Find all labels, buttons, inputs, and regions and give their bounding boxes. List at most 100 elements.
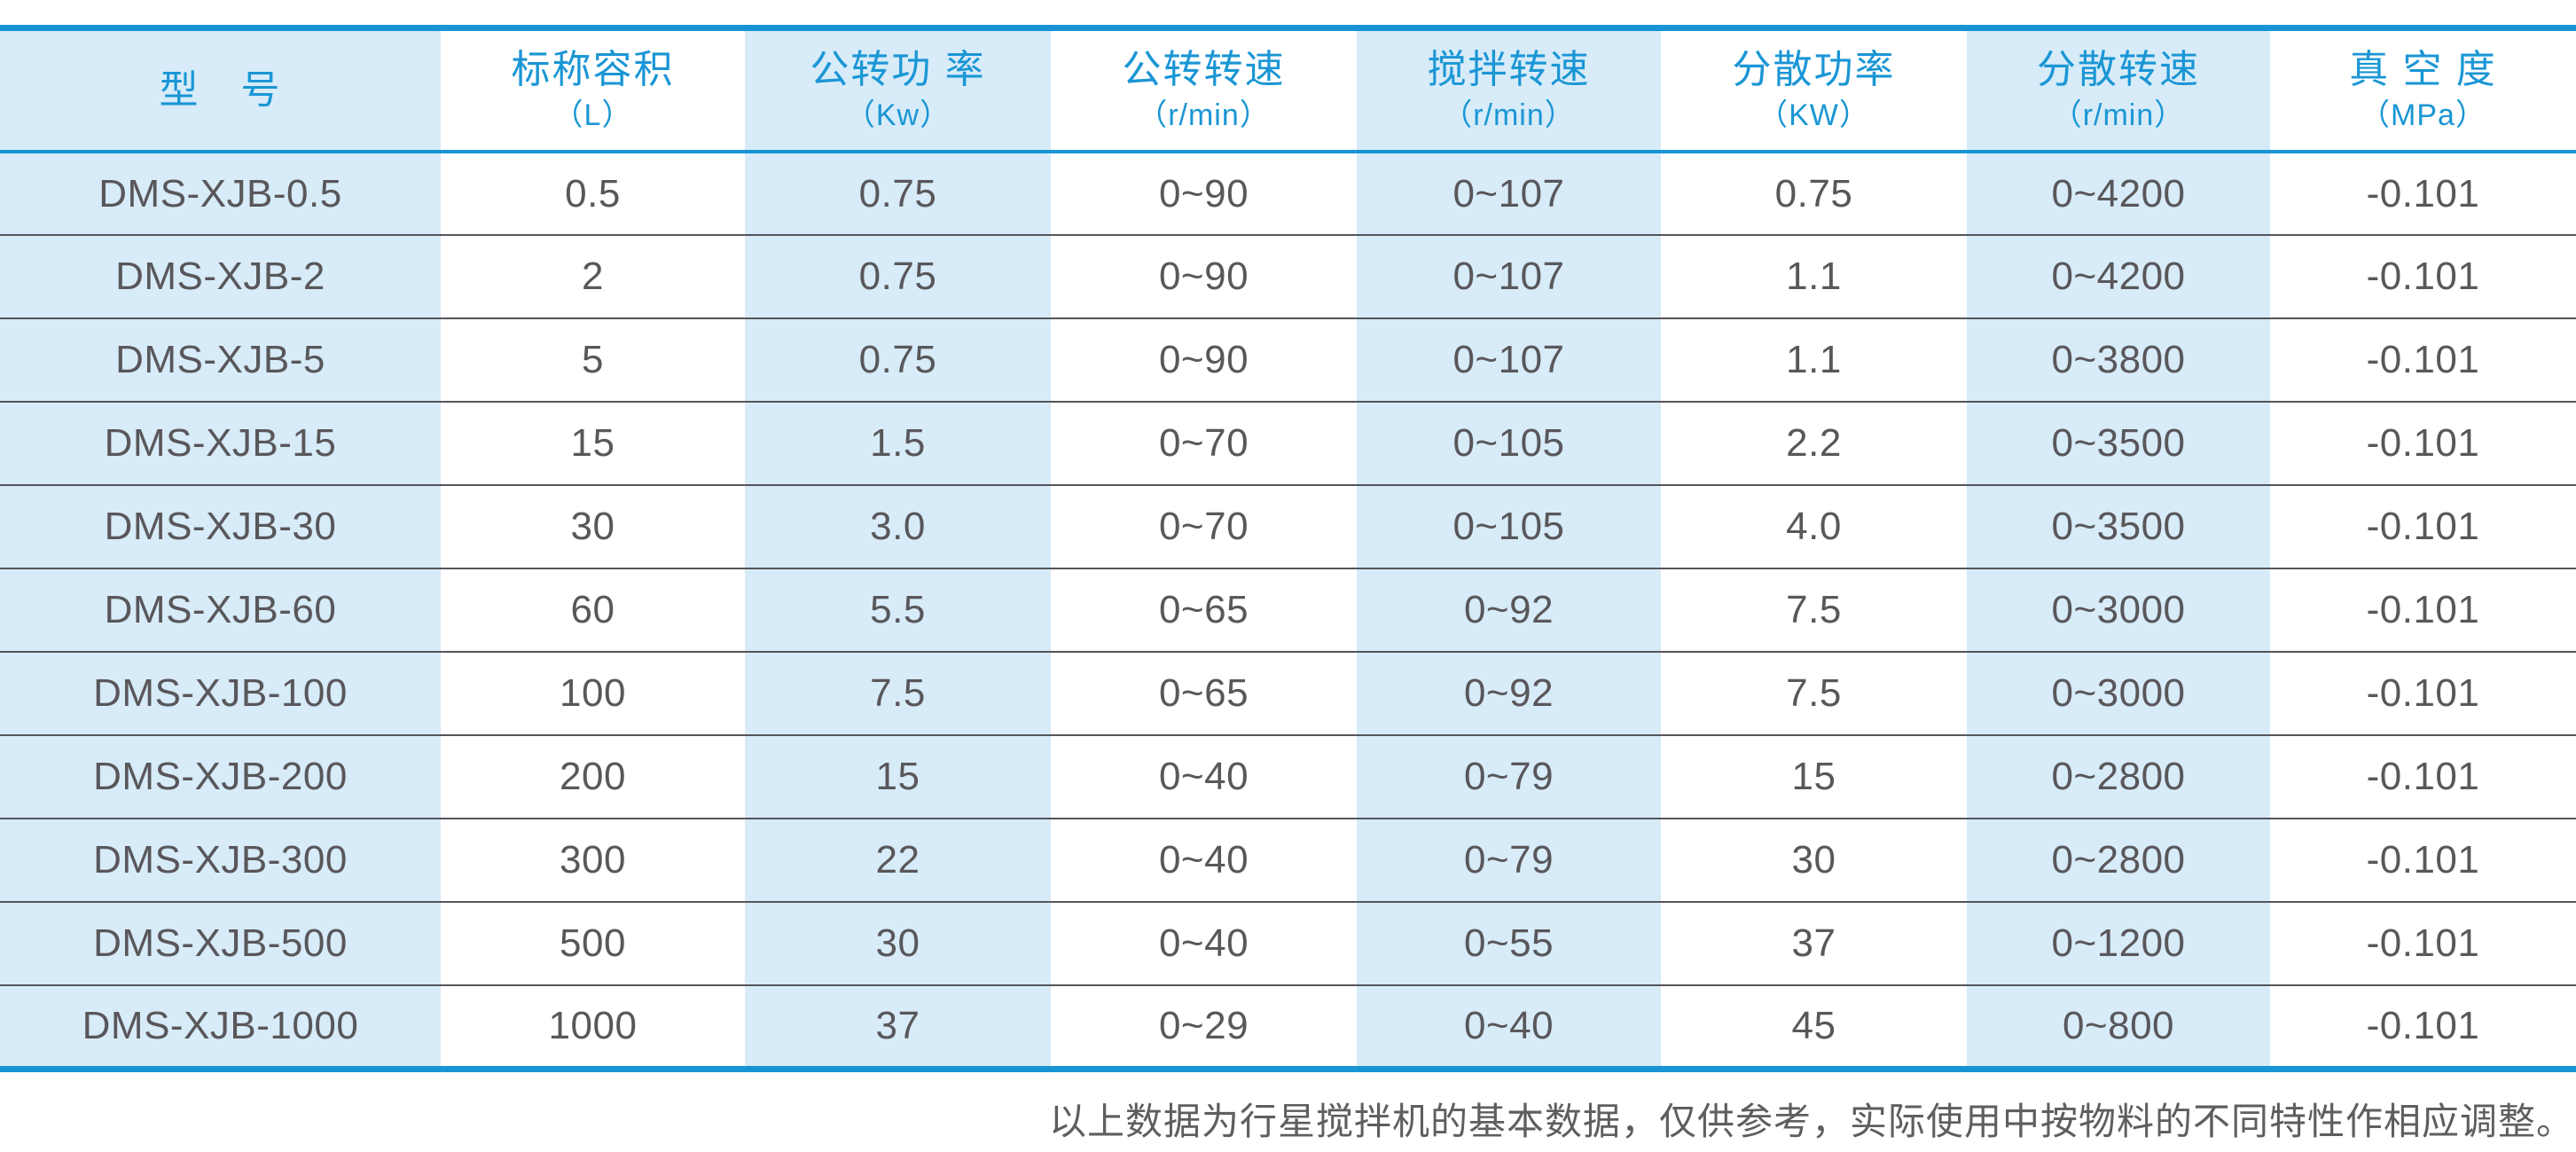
value-cell: -0.101 — [2366, 588, 2480, 631]
value-cell: 5 — [582, 338, 604, 381]
value-cell: -0.101 — [2366, 671, 2480, 715]
table-row: DMS-XJB-200 200 15 0~40 0~79 15 0~2800 -0.101 — [0, 735, 2576, 819]
col-header-unit: （r/min） — [2051, 98, 2186, 132]
col-header-label: 搅拌转速 — [1427, 48, 1591, 91]
value-cell: 37 — [745, 985, 1051, 1069]
model-cell: DMS-XJB-1000 — [0, 985, 441, 1069]
value-cell: 0.75 — [745, 235, 1051, 318]
value-cell: 0.5 — [565, 171, 621, 216]
table-row: DMS-XJB-100 100 7.5 0~65 0~92 7.5 0~3000 -0.101 — [0, 652, 2576, 735]
value-cell: 15 — [1791, 755, 1836, 798]
value-cell: 0.75 — [745, 152, 1051, 235]
model-cell: DMS-XJB-0.5 — [0, 152, 441, 235]
value-cell: 0~3500 — [1967, 485, 2270, 568]
value-cell: -0.101 — [2366, 421, 2480, 465]
value-cell: -0.101 — [2366, 1003, 2480, 1047]
table-row: DMS-XJB-0.5 0.5 0.75 0~90 0~107 0.75 0~4200 -0.… — [0, 152, 2576, 235]
value-cell: 1.1 — [1786, 255, 1842, 298]
value-cell: 15 — [745, 735, 1051, 819]
value-cell: 37 — [1791, 921, 1836, 965]
value-cell: 0~40 — [1158, 921, 1249, 965]
table-row: DMS-XJB-15 15 1.5 0~70 0~105 2.2 0~3500 -0.101 — [0, 402, 2576, 485]
value-cell: 1000 — [548, 1003, 638, 1047]
value-cell: 0~90 — [1158, 171, 1249, 216]
value-cell: -0.101 — [2366, 338, 2480, 381]
value-cell: 5.5 — [745, 568, 1051, 652]
model-cell: DMS-XJB-300 — [0, 819, 441, 902]
value-cell: 0.75 — [1774, 171, 1853, 216]
model-cell: DMS-XJB-100 — [0, 652, 441, 735]
value-cell: 22 — [745, 819, 1051, 902]
value-cell: 0~107 — [1357, 152, 1661, 235]
col-header-label: 公转转速 — [1122, 48, 1286, 91]
model-cell: DMS-XJB-15 — [0, 402, 441, 485]
value-cell: 1.5 — [745, 402, 1051, 485]
table-row: DMS-XJB-2 2 0.75 0~90 0~107 1.1 0~4200 -0.101 — [0, 235, 2576, 318]
value-cell: 0~2800 — [1967, 819, 2270, 902]
col-header-stirring-speed: 搅拌转速 （r/min） — [1357, 27, 1661, 153]
value-cell: 0~40 — [1158, 755, 1249, 798]
value-cell: 0~65 — [1158, 671, 1249, 715]
table-row: DMS-XJB-300 300 22 0~40 0~79 30 0~2800 -0.101 — [0, 819, 2576, 902]
value-cell: 0~65 — [1158, 588, 1249, 631]
col-header-model: 型 号 — [0, 27, 441, 153]
value-cell: -0.101 — [2366, 171, 2480, 216]
value-cell: 0~40 — [1357, 985, 1661, 1069]
table-row: DMS-XJB-60 60 5.5 0~65 0~92 7.5 0~3000 -0.101 — [0, 568, 2576, 652]
value-cell: 0~3000 — [1967, 652, 2270, 735]
col-header-label: 分散功率 — [1732, 48, 1896, 91]
value-cell: 0~107 — [1357, 235, 1661, 318]
col-header-label: 真 空 度 — [2349, 48, 2497, 91]
value-cell: -0.101 — [2366, 505, 2480, 548]
value-cell: 100 — [560, 671, 626, 715]
value-cell: 30 — [570, 505, 615, 548]
col-header-unit: （r/min） — [1442, 98, 1576, 132]
value-cell: 0~90 — [1158, 338, 1249, 381]
value-cell: 3.0 — [745, 485, 1051, 568]
value-cell: 0~3800 — [1967, 318, 2270, 402]
value-cell: 0~40 — [1158, 838, 1249, 882]
value-cell: 0~105 — [1357, 485, 1661, 568]
col-header-label: 标称容积 — [511, 48, 675, 91]
value-cell: 45 — [1791, 1003, 1836, 1047]
value-cell: 300 — [560, 838, 626, 882]
value-cell: 0~3000 — [1967, 568, 2270, 652]
value-cell: 15 — [570, 421, 615, 465]
spec-table-header: 型 号 标称容积 （L） 公转功 率 （Kw） 公转转速 （r/min） 搅拌转… — [0, 27, 2576, 153]
value-cell: 4.0 — [1786, 505, 1842, 548]
value-cell: -0.101 — [2366, 755, 2480, 798]
value-cell: 0~70 — [1158, 421, 1249, 465]
spec-table-body: DMS-XJB-0.5 0.5 0.75 0~90 0~107 0.75 0~4200 -0.… — [0, 152, 2576, 1069]
footnote: 以上数据为行星搅拌机的基本数据，仅供参考，实际使用中按物料的不同特性作相应调整。 — [1048, 1100, 2574, 1143]
value-cell: 0~55 — [1357, 902, 1661, 985]
value-cell: 0.75 — [745, 318, 1051, 402]
table-row: DMS-XJB-5 5 0.75 0~90 0~107 1.1 0~3800 -0.101 — [0, 318, 2576, 402]
value-cell: 7.5 — [1786, 671, 1842, 715]
col-header-revolution-power: 公转功 率 （Kw） — [745, 27, 1051, 153]
value-cell: 0~2800 — [1967, 735, 2270, 819]
value-cell: 30 — [1791, 838, 1836, 882]
value-cell: 0~92 — [1357, 652, 1661, 735]
value-cell: 30 — [745, 902, 1051, 985]
spec-table: 型 号 标称容积 （L） 公转功 率 （Kw） 公转转速 （r/min） 搅拌转… — [0, 25, 2576, 1072]
value-cell: -0.101 — [2366, 255, 2480, 298]
value-cell: 0~800 — [1967, 985, 2270, 1069]
value-cell: 0~92 — [1357, 568, 1661, 652]
value-cell: 500 — [560, 921, 626, 965]
value-cell: 0~3500 — [1967, 402, 2270, 485]
col-header-label: 分散转速 — [2037, 48, 2200, 91]
value-cell: 0~4200 — [1967, 235, 2270, 318]
table-row: DMS-XJB-1000 1000 37 0~29 0~40 45 0~800 -0.101 — [0, 985, 2576, 1069]
value-cell: 0~1200 — [1967, 902, 2270, 985]
value-cell: 0~105 — [1357, 402, 1661, 485]
value-cell: 0~29 — [1158, 1003, 1249, 1047]
value-cell: 0~90 — [1158, 255, 1249, 298]
model-cell: DMS-XJB-5 — [0, 318, 441, 402]
value-cell: 0~107 — [1357, 318, 1661, 402]
table-row: DMS-XJB-30 30 3.0 0~70 0~105 4.0 0~3500 -0.101 — [0, 485, 2576, 568]
col-header-unit: （MPa） — [2360, 98, 2486, 132]
value-cell: -0.101 — [2366, 921, 2480, 965]
value-cell: 2 — [582, 255, 604, 298]
col-header-dispersing-speed: 分散转速 （r/min） — [1967, 27, 2270, 153]
